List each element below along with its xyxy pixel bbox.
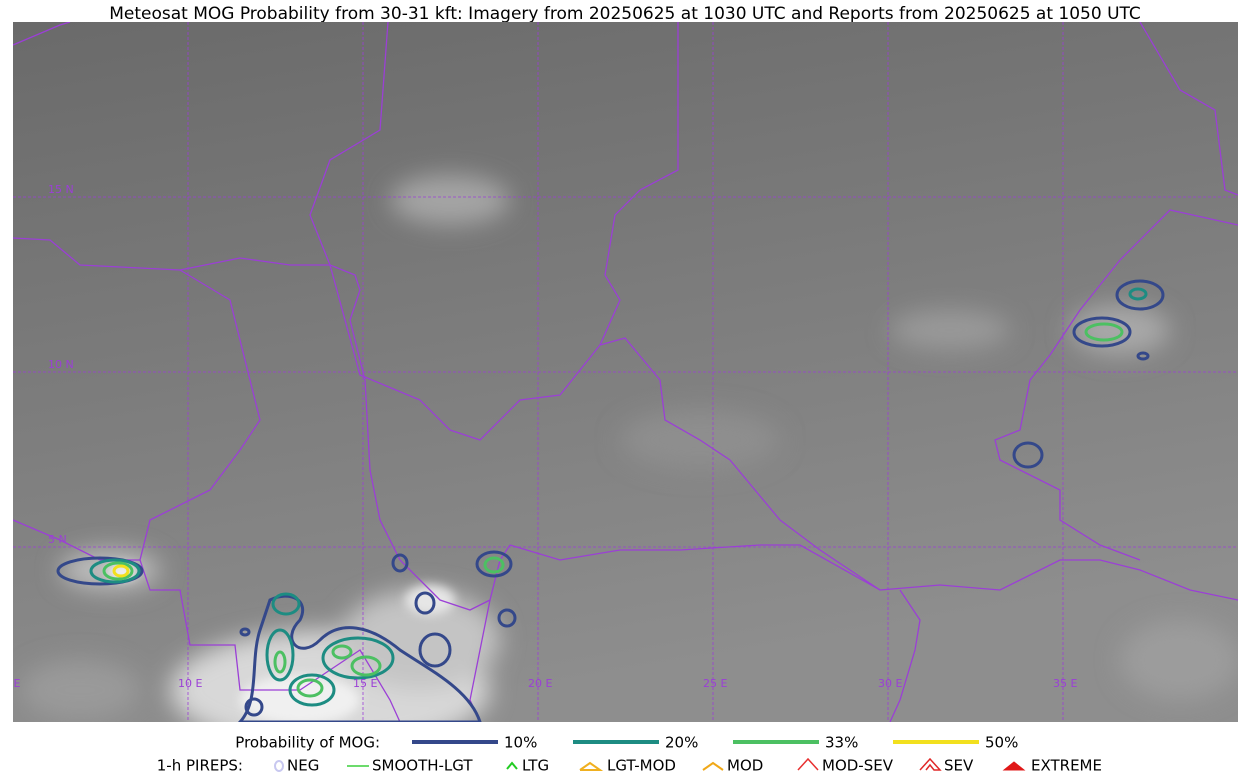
pirep-label: SMOOTH-LGT bbox=[372, 757, 473, 775]
legend-title: 1-h PIREPS: bbox=[157, 757, 243, 775]
pirep-symbol bbox=[1002, 761, 1026, 771]
legend-label: 50% bbox=[985, 734, 1018, 752]
pirep-label: MOD-SEV bbox=[822, 757, 894, 775]
lon-label: 15 E bbox=[353, 677, 377, 690]
legend: Probability of MOG: 10% 20% 33% 50% 1-h PIREP… bbox=[157, 734, 1102, 775]
lat-label: 15 N bbox=[48, 183, 74, 196]
lon-label: 30 E bbox=[878, 677, 902, 690]
title: Meteosat MOG Probability from 30-31 kft:… bbox=[109, 4, 1141, 24]
pirep-symbol bbox=[919, 757, 942, 771]
legend-label: 20% bbox=[665, 734, 698, 752]
lon-label: 20 E bbox=[528, 677, 552, 690]
mog-contours bbox=[56, 279, 1165, 722]
pirep-label: NEG bbox=[287, 757, 319, 775]
legend-label: 10% bbox=[504, 734, 537, 752]
legend-title: Probability of MOG: bbox=[235, 734, 380, 752]
map: 15 N 10 N 5 N 5 E 10 E 15 E 20 E 25 E 30 E 35 E bbox=[3, 22, 1238, 722]
pirep-label: LGT-MOD bbox=[607, 757, 676, 775]
pirep-label: EXTREME bbox=[1031, 757, 1102, 775]
lat-label: 10 N bbox=[48, 358, 74, 371]
pirep-symbol bbox=[274, 760, 284, 772]
lon-label: 35 E bbox=[1053, 677, 1077, 690]
lon-label: 25 E bbox=[703, 677, 727, 690]
lon-label: 10 E bbox=[178, 677, 202, 690]
pirep-label: LTG bbox=[522, 757, 549, 775]
lat-label: 5 N bbox=[48, 533, 67, 546]
pirep-symbol bbox=[702, 761, 724, 771]
clouds bbox=[20, 175, 1238, 722]
legend-label: 33% bbox=[825, 734, 858, 752]
pirep-symbol bbox=[506, 761, 518, 770]
pirep-symbol bbox=[797, 757, 819, 771]
lon-label: 5 E bbox=[3, 677, 20, 690]
pirep-label: MOD bbox=[727, 757, 763, 775]
pirep-symbol bbox=[579, 761, 604, 771]
pirep-label: SEV bbox=[944, 757, 974, 775]
